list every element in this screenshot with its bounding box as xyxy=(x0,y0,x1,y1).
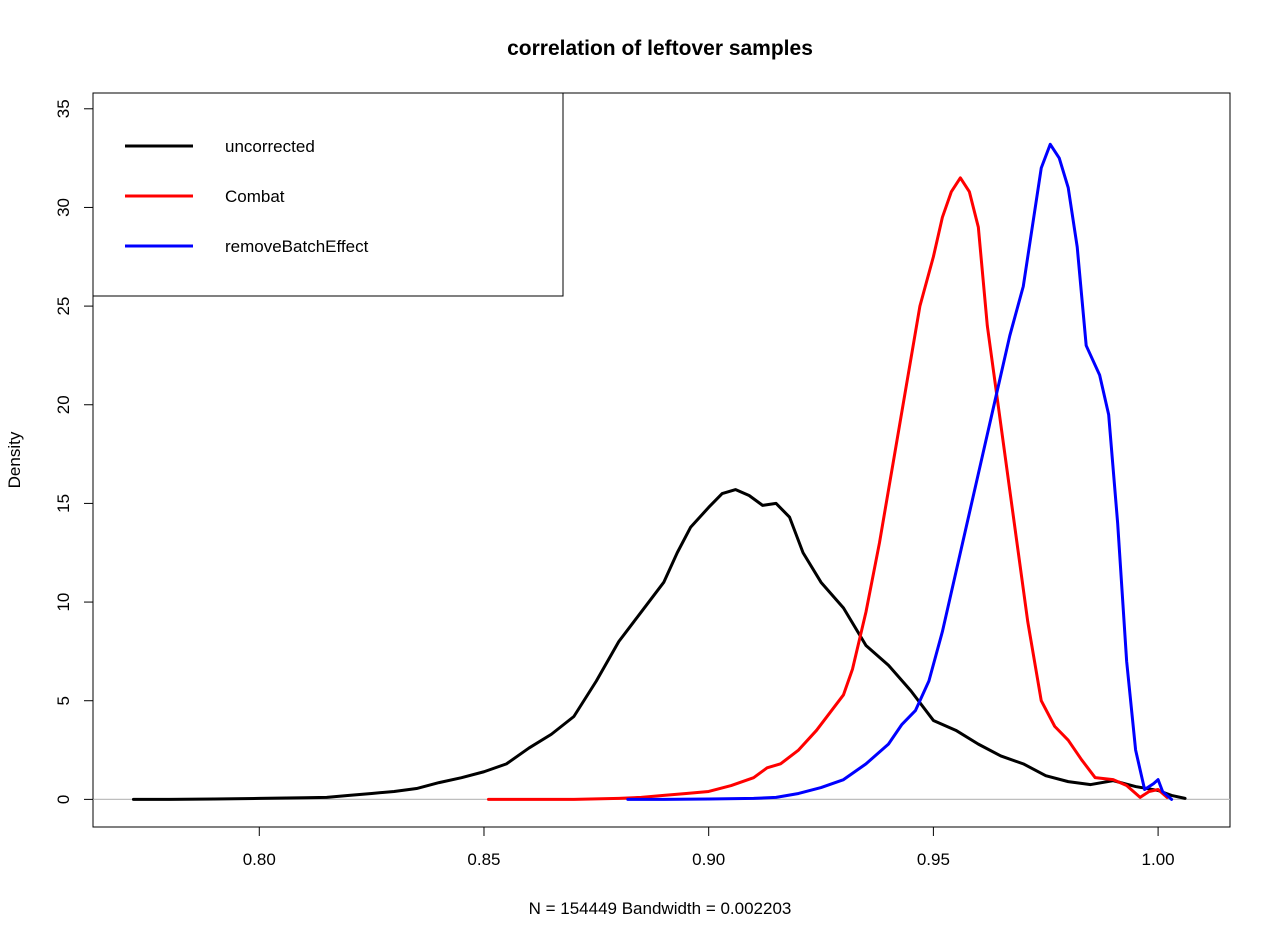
y-tick-label: 30 xyxy=(54,198,73,217)
legend-label-removebatcheffect: removeBatchEffect xyxy=(225,237,369,256)
y-tick-label: 0 xyxy=(54,795,73,804)
series-line-combat xyxy=(486,176,1169,801)
y-tick-label: 10 xyxy=(54,593,73,612)
x-tick-label: 0.90 xyxy=(692,850,725,869)
x-tick-label: 0.85 xyxy=(467,850,500,869)
x-axis-label: N = 154449 Bandwidth = 0.002203 xyxy=(529,899,792,918)
legend: uncorrected Combat removeBatchEffect xyxy=(92,92,564,297)
x-tick-label: 1.00 xyxy=(1142,850,1175,869)
y-tick-label: 5 xyxy=(54,696,73,705)
x-axis: 0.80 0.85 0.90 0.95 1.00 xyxy=(243,826,1175,869)
series-line-removebatcheffect xyxy=(626,142,1174,801)
legend-label-uncorrected: uncorrected xyxy=(225,137,315,156)
chart-title: correlation of leftover samples xyxy=(507,37,813,60)
y-tick-label: 15 xyxy=(54,494,73,513)
y-tick-label: 35 xyxy=(54,99,73,118)
y-tick-label: 20 xyxy=(54,395,73,414)
y-axis-label: Density xyxy=(5,431,24,488)
density-curves xyxy=(131,142,1187,801)
series-line-uncorrected xyxy=(131,488,1187,801)
y-axis: 0 5 10 15 20 25 30 35 xyxy=(54,99,94,804)
legend-label-combat: Combat xyxy=(225,187,285,206)
x-tick-label: 0.95 xyxy=(917,850,950,869)
y-tick-label: 25 xyxy=(54,297,73,316)
x-tick-label: 0.80 xyxy=(243,850,276,869)
